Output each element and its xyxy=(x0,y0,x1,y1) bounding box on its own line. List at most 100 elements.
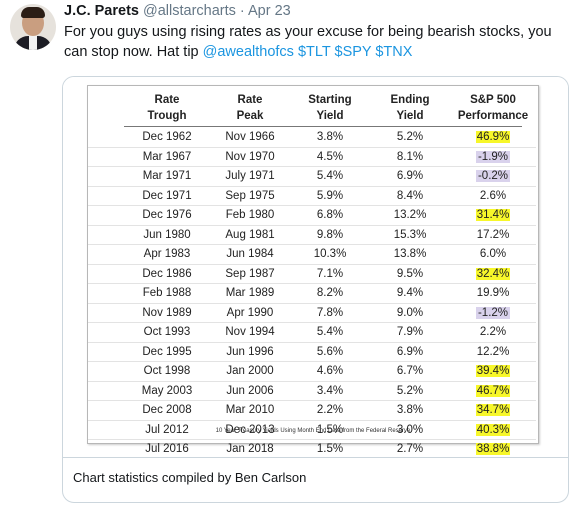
table-row: Mar 1967 Nov 1970 4.5% 8.1% -1.9% xyxy=(88,147,536,167)
tweet-body: For you guys using rising rates as your … xyxy=(64,24,552,60)
table-row: Apr 1983 Jun 1984 10.3% 13.8% 6.0% xyxy=(88,244,536,265)
cell-starting-yield: 8.2% xyxy=(290,283,370,304)
author-avatar[interactable] xyxy=(10,4,56,50)
cell-rate-peak: Feb 1980 xyxy=(210,205,290,226)
cell-rate-trough: Feb 1988 xyxy=(88,283,210,304)
author-name[interactable]: J.C. Parets xyxy=(64,3,139,19)
cell-ending-yield: 9.0% xyxy=(370,303,450,323)
performance-value: -0.2% xyxy=(476,170,510,183)
table-image[interactable]: Rate Trough Rate Peak Starting Yield End… xyxy=(63,77,568,458)
cell-starting-yield: 7.1% xyxy=(290,264,370,284)
header-rate-peak: Rate Peak xyxy=(210,92,290,124)
cell-rate-trough: Mar 1967 xyxy=(88,147,210,167)
cell-rate-trough: Dec 2008 xyxy=(88,400,210,421)
performance-value: 12.2% xyxy=(476,345,510,358)
cell-rate-peak: Jun 2006 xyxy=(210,381,290,401)
cell-rate-peak: Nov 1970 xyxy=(210,147,290,167)
table-row: Oct 1993 Nov 1994 5.4% 7.9% 2.2% xyxy=(88,322,536,343)
tweet-text: For you guys using rising rates as your … xyxy=(64,22,569,62)
cashtag-links[interactable]: $TLT $SPY $TNX xyxy=(297,44,413,60)
author-handle[interactable]: @allstarcharts xyxy=(143,3,236,19)
table-row: Jul 2016 Jan 2018 1.5% 2.7% 38.8% xyxy=(88,440,536,459)
cell-rate-trough: Dec 1962 xyxy=(88,128,210,148)
cell-starting-yield: 9.8% xyxy=(290,225,370,245)
cell-rate-peak: Nov 1994 xyxy=(210,322,290,343)
cell-rate-peak: Mar 2010 xyxy=(210,400,290,421)
cell-starting-yield: 1.5% xyxy=(290,420,370,440)
cell-rate-peak: July 1971 xyxy=(210,166,290,187)
cell-performance: 34.7% xyxy=(450,400,536,421)
cell-ending-yield: 8.1% xyxy=(370,147,450,167)
cell-performance: 2.2% xyxy=(450,322,536,343)
cell-performance: 12.2% xyxy=(450,342,536,362)
cell-rate-trough: Dec 1976 xyxy=(88,205,210,226)
cell-performance: 39.4% xyxy=(450,361,536,382)
cell-ending-yield: 2.7% xyxy=(396,443,424,456)
cell-rate-trough: Dec 1971 xyxy=(88,186,210,206)
cell-rate-peak: Sep 1975 xyxy=(210,186,290,206)
header-line1: Rate xyxy=(237,94,263,106)
cell-starting-yield: 4.5% xyxy=(290,147,370,167)
performance-value: -1.9% xyxy=(476,150,510,163)
table-row: Nov 1989 Apr 1990 7.8% 9.0% -1.2% xyxy=(88,303,536,323)
table-row: Feb 1988 Mar 1989 8.2% 9.4% 19.9% xyxy=(88,283,536,304)
header-starting-yield: Starting Yield xyxy=(290,92,370,124)
cell-starting-yield: 1.5% xyxy=(316,443,344,456)
cell-starting-yield: 5.9% xyxy=(290,186,370,206)
performance-value: 38.8% xyxy=(476,443,510,456)
cell-starting-yield: 5.4% xyxy=(290,322,370,343)
cell-ending-yield: 8.4% xyxy=(370,186,450,206)
tweet-header: J.C. Parets @allstarcharts · Apr 23 xyxy=(64,3,291,19)
tweet-date[interactable]: Apr 23 xyxy=(248,3,291,19)
mention-link[interactable]: @awealthofcs xyxy=(202,44,294,60)
header-line2: Peak xyxy=(236,110,264,122)
cell-starting-yield: 6.8% xyxy=(290,205,370,226)
meta-separator: · xyxy=(239,3,245,19)
cell-performance: 40.3% xyxy=(450,420,536,440)
cell-ending-yield: 3.0% xyxy=(370,420,450,440)
header-line2: Performance xyxy=(457,110,529,122)
table-row: Dec 1976 Feb 1980 6.8% 13.2% 31.4% xyxy=(88,205,536,226)
cell-rate-trough: Apr 1983 xyxy=(88,244,210,265)
performance-value: 32.4% xyxy=(476,267,510,280)
media-card[interactable]: Rate Trough Rate Peak Starting Yield End… xyxy=(62,76,569,503)
cell-performance: 19.9% xyxy=(450,283,536,304)
cell-rate-peak: Apr 1990 xyxy=(210,303,290,323)
cell-rate-peak: Jun 1996 xyxy=(210,342,290,362)
table-footnote: 10 Year Treasury Yields Using Month End … xyxy=(215,428,411,434)
performance-value: 6.0% xyxy=(479,248,507,261)
performance-value: 46.9% xyxy=(476,131,510,144)
table-row: Oct 1998 Jan 2000 4.6% 6.7% 39.4% xyxy=(88,361,536,382)
table-row: May 2003 Jun 2006 3.4% 5.2% 46.7% xyxy=(88,381,536,401)
performance-value: -1.2% xyxy=(476,306,510,319)
cell-starting-yield: 7.8% xyxy=(290,303,370,323)
cell-rate-peak: Aug 1981 xyxy=(210,225,290,245)
table-row: Dec 1986 Sep 1987 7.1% 9.5% 32.4% xyxy=(88,264,536,284)
cell-ending-yield: 9.4% xyxy=(370,283,450,304)
cell-rate-peak: Sep 1987 xyxy=(210,264,290,284)
header-line1: Starting xyxy=(308,94,352,106)
card-caption: Chart statistics compiled by Ben Carlson xyxy=(73,470,307,485)
cell-performance: 31.4% xyxy=(450,205,536,226)
cell-starting-yield: 10.3% xyxy=(290,244,370,265)
header-line2: Yield xyxy=(396,110,424,122)
table-row: Jun 1980 Aug 1981 9.8% 15.3% 17.2% xyxy=(88,225,536,245)
cell-starting-yield: 5.6% xyxy=(290,342,370,362)
cell-rate-trough: Mar 1971 xyxy=(88,166,210,187)
cell-ending-yield: 5.2% xyxy=(370,381,450,401)
cell-performance: 17.2% xyxy=(450,225,536,245)
cell-rate-peak: Mar 1989 xyxy=(210,283,290,304)
cell-performance: 2.6% xyxy=(450,186,536,206)
cell-ending-yield: 7.9% xyxy=(370,322,450,343)
cell-ending-yield: 6.9% xyxy=(370,166,450,187)
cell-performance: 46.7% xyxy=(450,381,536,401)
performance-value: 40.3% xyxy=(476,423,510,436)
cell-rate-trough: Dec 1986 xyxy=(88,264,210,284)
table-row: Jul 2012 Dec 2013 1.5% 3.0% 40.3% xyxy=(88,420,536,440)
cell-ending-yield: 15.3% xyxy=(370,225,450,245)
cell-ending-yield: 13.8% xyxy=(370,244,450,265)
header-line2: Trough xyxy=(147,110,187,122)
performance-value: 19.9% xyxy=(476,287,510,300)
performance-value: 39.4% xyxy=(476,365,510,378)
cell-rate-trough: Oct 1993 xyxy=(88,322,210,343)
